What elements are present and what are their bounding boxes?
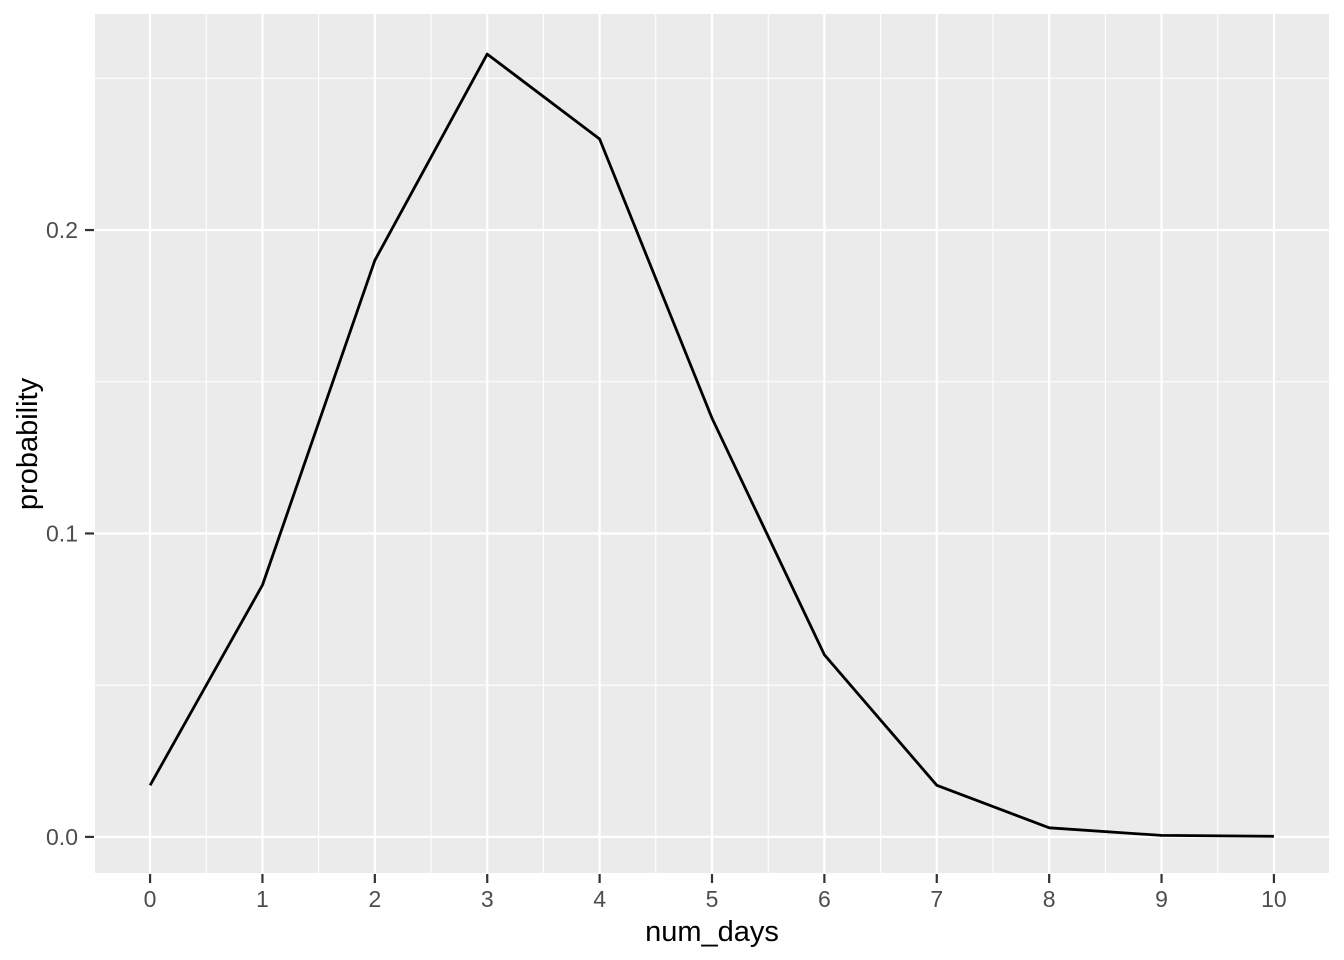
x-axis-title: num_days bbox=[645, 916, 779, 948]
x-tick-label: 8 bbox=[1043, 886, 1056, 912]
x-tick-label: 0 bbox=[144, 886, 157, 912]
y-tick-label: 0.1 bbox=[46, 520, 78, 546]
x-tick-label: 10 bbox=[1261, 886, 1287, 912]
y-tick-label: 0.2 bbox=[46, 217, 78, 243]
axes: 0 1 2 3 4 5 6 7 8 9 10 0.0 0.1 0.2 bbox=[46, 217, 1287, 912]
y-tick-label: 0.0 bbox=[46, 824, 78, 850]
y-axis-title: probability bbox=[12, 377, 44, 510]
data-line bbox=[148, 52, 1274, 838]
x-tick-label: 7 bbox=[930, 886, 943, 912]
x-tick-label: 9 bbox=[1155, 886, 1168, 912]
gridlines bbox=[95, 14, 1329, 873]
x-tick-label: 6 bbox=[818, 886, 831, 912]
data-series bbox=[148, 52, 1274, 838]
x-tick-label: 3 bbox=[481, 886, 494, 912]
x-tick-label: 1 bbox=[256, 886, 269, 912]
x-tick-label: 5 bbox=[706, 886, 719, 912]
x-tick-label: 2 bbox=[368, 886, 381, 912]
x-tick-label: 4 bbox=[593, 886, 606, 912]
